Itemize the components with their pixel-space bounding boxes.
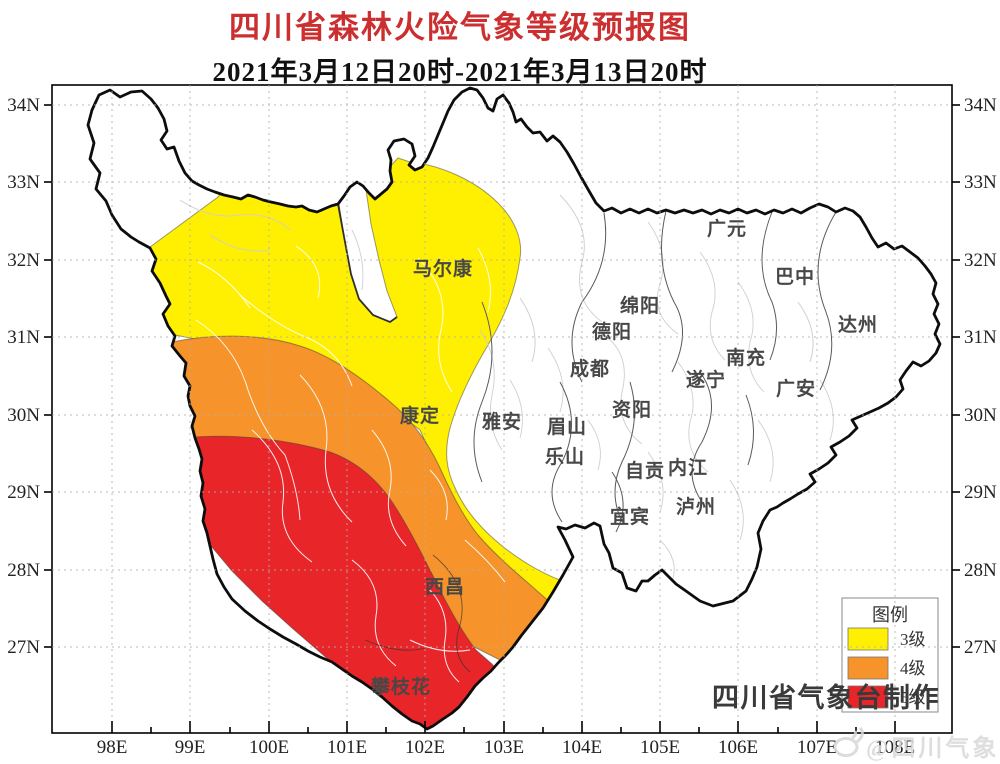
city-label-guangan: 广安 <box>776 377 816 400</box>
legend-swatch-level5 <box>847 685 889 709</box>
weibo-logo-icon <box>833 726 864 757</box>
lat-axis-labels-right: 34N 33N 32N 31N 30N 29N 28N 27N <box>964 95 997 658</box>
lat-left-27n: 27N <box>7 637 40 658</box>
white-corridor-outline <box>337 203 398 324</box>
lat-left-34n: 34N <box>7 95 40 116</box>
legend: 图例 3级 4级 5级 <box>841 597 939 713</box>
city-label-guangyuan: 广元 <box>707 217 747 240</box>
city-label-luzhou: 泸州 <box>676 496 716 518</box>
lon-label-101e: 101E <box>327 737 367 758</box>
lon-label-99e: 99E <box>175 737 206 758</box>
lon-label-108e: 108E <box>875 737 915 758</box>
graticule <box>52 85 952 733</box>
province-boundary <box>86 86 942 731</box>
lat-right-27n: 27N <box>964 637 997 658</box>
city-label-maerkang: 马尔康 <box>413 257 473 280</box>
city-label-leshan: 乐山 <box>545 446 585 468</box>
lat-left-30n: 30N <box>7 405 40 426</box>
city-label-suining: 遂宁 <box>686 368 726 391</box>
city-label-xichang: 西昌 <box>425 576 465 598</box>
lat-left-28n: 28N <box>7 560 40 581</box>
header: 四川省森林火险气象等级预报图 2021年3月12日20时-2021年3月13日2… <box>0 2 920 89</box>
lat-right-30n: 30N <box>964 405 997 426</box>
region-level5 <box>134 435 507 729</box>
legend-label-level3: 3级 <box>900 630 926 649</box>
city-labels: 马尔康 广元 巴中 达州 绵阳 德阳 成都 南充 遂宁 广安 康定 雅安 眉山 … <box>371 217 878 698</box>
lon-label-107e: 107E <box>797 737 837 758</box>
legend-title: 图例 <box>872 605 908 625</box>
legend-swatch-level3 <box>847 627 889 651</box>
city-label-bazhong: 巴中 <box>775 265 815 288</box>
city-label-panzhihua: 攀枝花 <box>371 675 431 698</box>
city-label-mianyang: 绵阳 <box>620 294 660 317</box>
lon-label-105e: 105E <box>640 737 680 758</box>
lon-label-104e: 104E <box>562 737 602 758</box>
lon-label-100e: 100E <box>249 737 289 758</box>
lon-label-106e: 106E <box>718 737 758 758</box>
page-subtitle: 2021年3月12日20时-2021年3月13日20时 <box>212 57 708 87</box>
lat-right-34n: 34N <box>964 95 997 116</box>
lat-right-29n: 29N <box>964 482 997 503</box>
county-borders-west <box>195 245 506 683</box>
axis-ticks <box>44 104 960 733</box>
credit-text: 四川省气象台制作 <box>712 682 940 713</box>
city-label-deyang: 德阳 <box>592 320 632 343</box>
city-label-chengdu: 成都 <box>570 357 610 380</box>
lat-left-32n: 32N <box>7 250 40 271</box>
lon-label-102e: 102E <box>405 737 445 758</box>
city-label-nanchong: 南充 <box>726 346 766 369</box>
lat-left-29n: 29N <box>7 482 40 503</box>
page-title: 四川省森林火险气象等级预报图 <box>229 10 691 45</box>
city-label-ziyang: 资阳 <box>612 398 652 421</box>
county-borders-east <box>179 194 834 583</box>
city-label-meishan: 眉山 <box>547 416 587 438</box>
lat-right-28n: 28N <box>964 560 997 581</box>
city-label-neijiang: 内江 <box>668 456 708 479</box>
lat-right-31n: 31N <box>964 327 997 348</box>
watermark-text: @四川气象 <box>866 734 999 762</box>
lon-axis-labels: 98E 99E 100E 101E 102E 103E 104E 105E 10… <box>97 737 915 758</box>
city-label-dazhou: 达州 <box>838 313 878 336</box>
lat-axis-labels-left: 34N 33N 32N 31N 30N 29N 28N 27N <box>7 95 40 658</box>
legend-label-level4: 4级 <box>900 659 926 678</box>
lon-label-103e: 103E <box>484 737 524 758</box>
city-label-zigong: 自贡 <box>625 459 665 482</box>
lon-label-98e: 98E <box>97 737 128 758</box>
lat-left-33n: 33N <box>7 172 40 193</box>
city-label-yibin: 宜宾 <box>610 505 650 528</box>
prefecture-borders-east <box>473 210 837 533</box>
lat-left-31n: 31N <box>7 327 40 348</box>
legend-swatch-level4 <box>847 656 889 680</box>
watermark: @四川气象 <box>833 726 999 762</box>
city-label-kangding: 康定 <box>400 404 440 427</box>
legend-label-level5: 5级 <box>900 688 926 707</box>
lat-right-33n: 33N <box>964 172 997 193</box>
lat-right-32n: 32N <box>964 250 997 271</box>
city-label-yaan: 雅安 <box>482 410 522 433</box>
prefecture-borders-south <box>364 554 471 673</box>
